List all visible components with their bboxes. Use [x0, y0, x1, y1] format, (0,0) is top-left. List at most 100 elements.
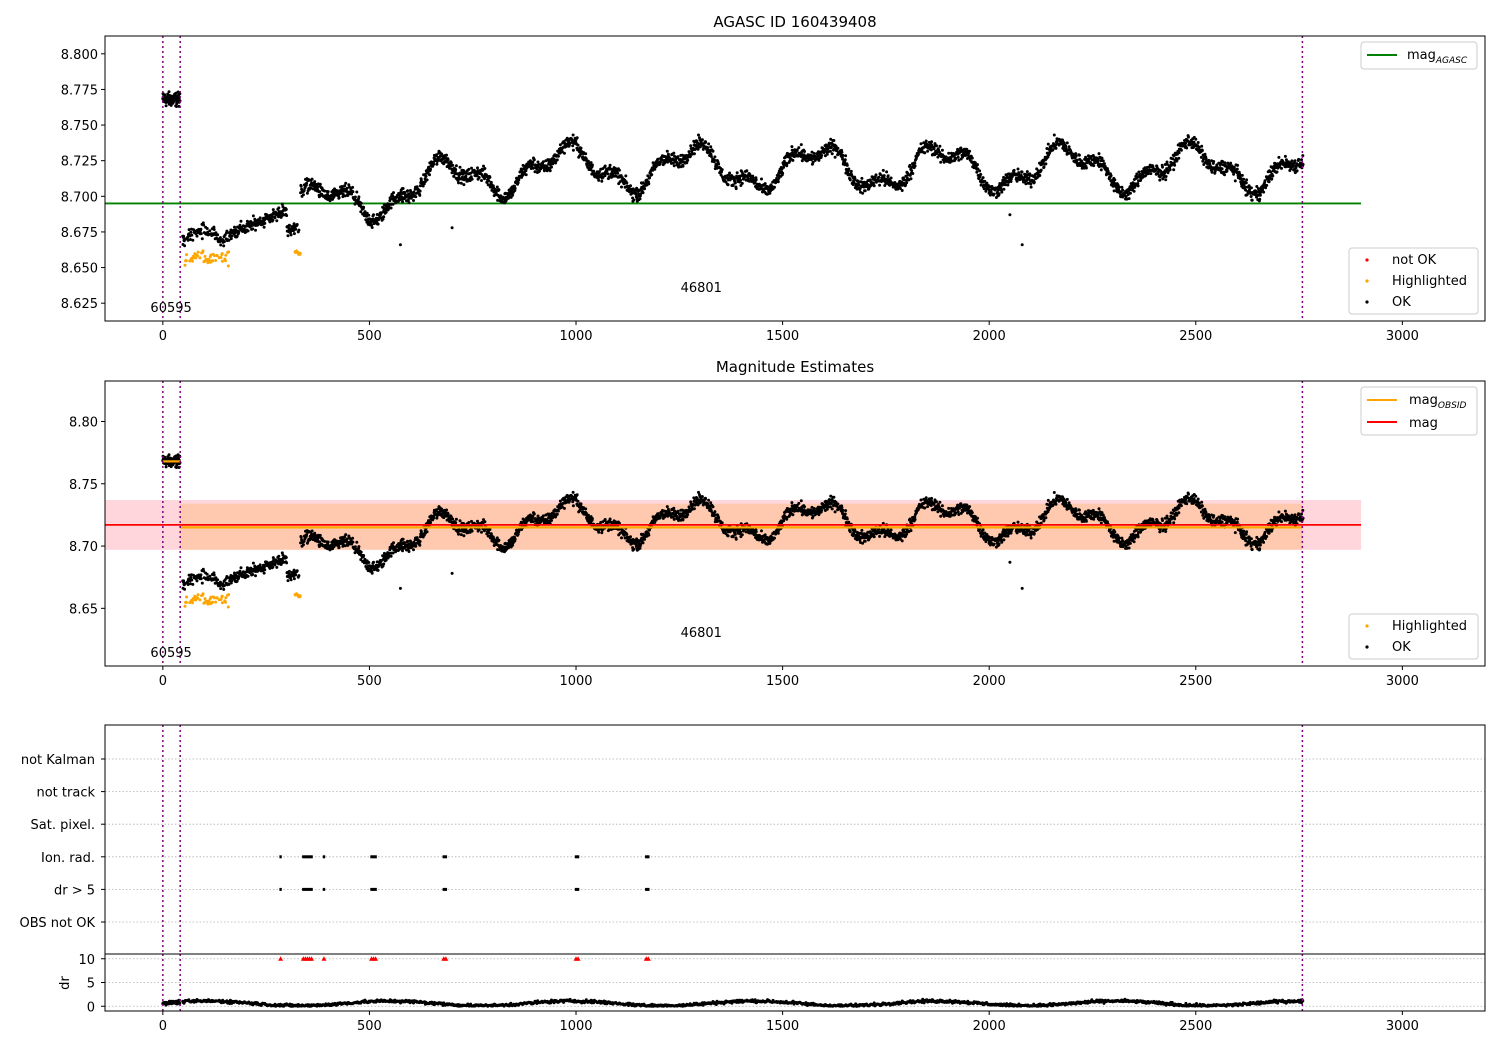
- p1-ok-point: [860, 176, 864, 180]
- p1-ok-point: [1258, 197, 1262, 201]
- p1-ok-point: [323, 189, 326, 193]
- p1-ok-point: [1212, 160, 1216, 163]
- p1-ok-point: [351, 190, 355, 194]
- p1-ok-point: [909, 177, 913, 181]
- p1-ok-point: [1242, 177, 1246, 181]
- p1-ok-point: [536, 160, 540, 164]
- p1-ok-point: [836, 146, 840, 150]
- p1-ok-point: [571, 144, 575, 148]
- p1-ok-point: [881, 168, 885, 172]
- p1-ok-point: [456, 179, 460, 182]
- p1-ok-point: [477, 176, 481, 179]
- p2-ok-point: [632, 547, 636, 551]
- p1-ok-point: [1161, 165, 1164, 169]
- p1-ok-point: [222, 244, 226, 248]
- p1-highlighted-point: [220, 252, 224, 256]
- p1-ok-point: [785, 164, 789, 168]
- p1-ok-point: [1020, 243, 1024, 247]
- p1-ok-point: [973, 161, 977, 165]
- p2-highlighted-point: [196, 593, 200, 597]
- p2-highlighted-point: [220, 601, 224, 605]
- p1-ok-point: [511, 193, 515, 197]
- p1-ok-point: [164, 104, 168, 108]
- p2-highlighted-point: [224, 596, 228, 600]
- p1-xtick-label: 1500: [766, 329, 799, 344]
- p1-ok-point: [584, 152, 588, 156]
- p1-ok-point: [520, 169, 524, 173]
- p1-ok-point: [1177, 156, 1181, 160]
- p1-ok-point: [878, 183, 882, 187]
- p1-ok-point: [1044, 162, 1048, 166]
- p1-ok-point: [379, 211, 383, 215]
- p2-highlighted-point: [184, 600, 188, 604]
- p1-ok-point: [188, 238, 192, 241]
- p1-ok-point: [558, 143, 562, 147]
- p1-ok-point: [187, 228, 191, 232]
- p1-ok-point: [1223, 161, 1227, 165]
- p2-ok-point: [273, 563, 277, 567]
- p1-ok-point: [677, 165, 681, 169]
- p2-ok-point: [337, 545, 341, 549]
- p1-ok-point: [194, 232, 198, 236]
- p1-ok-point: [658, 161, 662, 165]
- p1-ok-point: [183, 244, 187, 248]
- p1-ok-point: [713, 155, 717, 159]
- p1-ok-point: [1099, 168, 1103, 172]
- p1-ok-point: [1229, 161, 1233, 165]
- p1-ok-point: [686, 158, 690, 162]
- p2-ok-point: [326, 540, 330, 544]
- p1-ok-point: [1300, 158, 1303, 162]
- p1-ok-point: [262, 225, 266, 229]
- p1-ok-point: [661, 158, 665, 162]
- p1-ok-point: [487, 179, 491, 183]
- p1-ok-point: [793, 148, 797, 152]
- p2-ok-point: [200, 581, 204, 585]
- p1-ok-point: [878, 173, 882, 176]
- p1-ok-point: [496, 198, 500, 202]
- p1-legend-not-ok-marker: [1365, 258, 1369, 262]
- p1-ok-point: [365, 214, 368, 218]
- p2-ok-point: [195, 579, 199, 583]
- p1-ok-point: [412, 199, 415, 202]
- p1-ok-point: [1262, 190, 1266, 194]
- p1-ok-point: [648, 176, 651, 180]
- p1-ok-point: [551, 161, 555, 164]
- p1-ok-point: [271, 218, 275, 222]
- p1-ok-point: [318, 182, 322, 186]
- p1-ok-point: [848, 178, 852, 182]
- p1-ok-point: [1151, 164, 1155, 168]
- p2-ok-point: [263, 568, 267, 572]
- p2-ok-point: [412, 548, 415, 552]
- p1-ok-point: [639, 192, 643, 196]
- p2-highlighted-point: [183, 604, 187, 608]
- p1-ok-point: [295, 223, 299, 226]
- p1-xtick-label: 3000: [1386, 329, 1419, 344]
- p1-ok-point: [1027, 176, 1031, 180]
- p1-ok-point: [191, 238, 195, 242]
- p1-ok-point: [1054, 146, 1058, 150]
- p1-ok-point: [532, 158, 536, 162]
- p1-ok-point: [1200, 144, 1204, 148]
- p1-ok-point: [676, 155, 680, 159]
- p1-ok-point: [849, 169, 853, 173]
- p1-ok-point: [482, 164, 485, 168]
- p1-xtick-label: 2500: [1179, 329, 1212, 344]
- p1-ok-point: [178, 92, 182, 96]
- p1-ok-point: [606, 172, 610, 176]
- p1-ok-point: [643, 187, 647, 191]
- p1-ok-point: [886, 174, 890, 178]
- p1-legend-highlighted-label: Highlighted: [1392, 274, 1467, 289]
- p1-ok-point: [548, 169, 552, 173]
- p1-ok-point: [289, 233, 293, 237]
- agasc-panel: AGASC ID 160439408 0 500 1000 1500 2000 2500 3…: [61, 13, 1486, 344]
- p2-ok-point: [672, 506, 676, 510]
- p1-ok-point: [446, 158, 450, 162]
- p1-ok-point: [363, 210, 367, 214]
- p1-ok-point: [1258, 193, 1262, 197]
- p2-ok-point: [584, 507, 588, 511]
- p1-ok-point: [326, 190, 330, 194]
- p1-ok-point: [1245, 178, 1249, 182]
- p1-highlighted-point: [188, 259, 192, 263]
- p1-ok-point: [828, 149, 832, 153]
- p1-ok-point: [195, 234, 199, 238]
